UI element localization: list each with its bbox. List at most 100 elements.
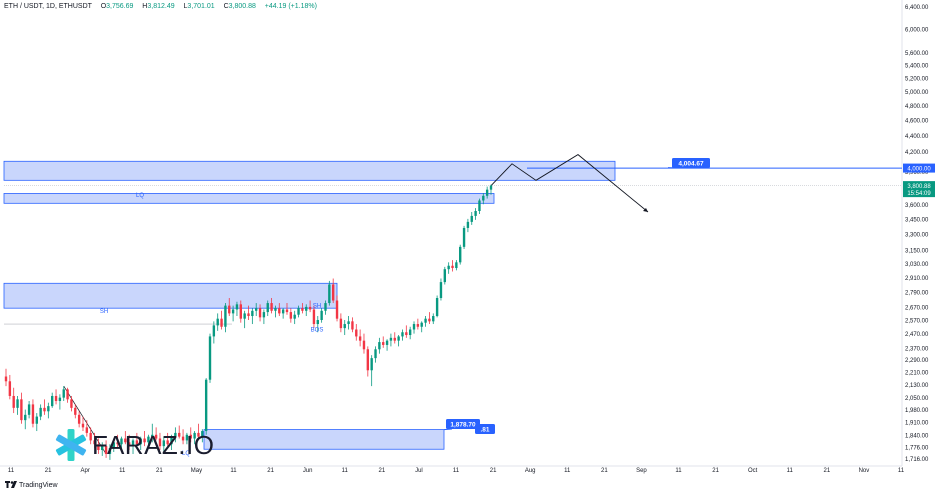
open-value: 3,756.69	[106, 3, 133, 10]
callout-label: 1,878.70	[450, 421, 476, 428]
candle-body	[482, 196, 484, 201]
candle-body	[232, 309, 234, 313]
zones-layer	[4, 161, 615, 449]
candle-body	[74, 408, 76, 415]
candle-body	[213, 325, 215, 336]
low-value: 3,701.01	[187, 3, 214, 10]
candle-body	[355, 329, 357, 336]
high-value: 3,812.49	[147, 3, 174, 10]
time-tick-label: Apr	[80, 468, 89, 474]
price-tick-label: 4,600.00	[905, 119, 929, 125]
time-tick-label: Jun	[303, 468, 313, 474]
time-tick-label: May	[191, 468, 202, 474]
price-tick-label: 3,150.00	[905, 249, 929, 255]
price-tick-label: 3,600.00	[905, 203, 929, 209]
candle-body	[290, 312, 292, 319]
candle-body	[428, 319, 430, 322]
candle-body	[459, 247, 461, 262]
annotation-lq: LQ	[136, 193, 144, 199]
price-tick-label: 6,000.00	[905, 27, 929, 33]
price-tick-label: 4,400.00	[905, 134, 929, 140]
time-tick-label: 11	[675, 468, 682, 474]
symbol-title[interactable]: ETH / USDT, 1D, ETHUSDT	[4, 3, 92, 10]
candle-body	[274, 308, 276, 311]
price-axis[interactable]: 1,716.001,776.001,840.001,910.001,980.00…	[903, 5, 935, 463]
candle-body	[486, 190, 488, 196]
candle-body	[397, 336, 399, 340]
candle-body	[236, 304, 238, 309]
candle-body	[251, 311, 253, 316]
time-tick-label: 21	[378, 468, 385, 474]
candle-body	[382, 342, 384, 345]
candle-body	[36, 417, 38, 424]
time-tick-label: 11	[787, 468, 794, 474]
grid-layer	[0, 0, 902, 466]
candle-body	[347, 321, 349, 324]
last-price-text: 3,800.88	[907, 184, 931, 190]
candle-body	[436, 298, 438, 316]
candle-body	[70, 399, 72, 408]
candle-body	[417, 324, 419, 327]
candle-body	[432, 316, 434, 321]
candle-body	[451, 266, 453, 268]
time-tick-label: 21	[823, 468, 830, 474]
candle-body	[16, 399, 18, 408]
price-tick-label: 2,130.00	[905, 383, 929, 389]
candle-body	[247, 313, 249, 316]
candle-body	[209, 336, 211, 379]
time-tick-label: 11	[898, 468, 905, 474]
candle-body	[324, 303, 326, 311]
candle-body	[421, 323, 423, 327]
candle-body	[243, 313, 245, 318]
time-tick-label: 21	[267, 468, 274, 474]
time-tick-label: 11	[119, 468, 126, 474]
candle-body	[5, 377, 7, 382]
price-tick-label: 1,776.00	[905, 445, 929, 451]
candle-body	[328, 284, 330, 303]
annotation-bos: BOS	[311, 327, 324, 333]
candle-body	[240, 304, 242, 318]
price-tick-label: 6,400.00	[905, 5, 929, 11]
candle-body	[43, 408, 45, 411]
candle-body	[405, 332, 407, 335]
candles-layer	[5, 185, 492, 460]
time-tick-label: 11	[453, 468, 460, 474]
candle-body	[270, 303, 272, 311]
candle-body	[293, 315, 295, 319]
tradingview-footer[interactable]: TradingView	[5, 481, 58, 489]
candle-body	[51, 396, 53, 406]
time-tick-label: 21	[490, 468, 497, 474]
candle-body	[467, 222, 469, 228]
candle-body	[313, 309, 315, 324]
candle-body	[424, 319, 426, 323]
candle-body	[13, 396, 15, 408]
candle-body	[309, 307, 311, 310]
time-tick-label: 11	[230, 468, 237, 474]
candle-body	[474, 211, 476, 216]
candle-body	[263, 312, 265, 317]
zone-supply	[4, 161, 615, 180]
candle-body	[32, 404, 34, 423]
candle-body	[24, 415, 26, 420]
time-tick-label: Aug	[525, 468, 536, 474]
price-tick-label: 1,716.00	[905, 457, 929, 463]
candle-body	[224, 306, 226, 327]
time-tick-label: 11	[8, 468, 15, 474]
candle-body	[255, 308, 257, 311]
callout-pointer	[444, 429, 452, 430]
candle-body	[59, 398, 61, 401]
candle-body	[463, 228, 465, 247]
tradingview-icon	[5, 481, 17, 489]
candle-body	[278, 308, 280, 313]
candle-body	[363, 341, 365, 350]
key-level-tag-text: 4,000.00	[907, 166, 931, 172]
annotation-sh: SH	[313, 304, 321, 310]
candle-body	[301, 308, 303, 311]
candle-body	[340, 319, 342, 328]
candle-body	[490, 186, 492, 190]
time-tick-label: 21	[712, 468, 719, 474]
price-tick-label: 3,300.00	[905, 233, 929, 239]
